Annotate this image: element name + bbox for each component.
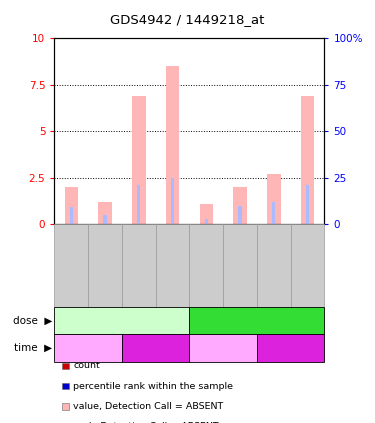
Text: GSM1045579: GSM1045579 — [303, 242, 312, 288]
Text: GSM1045576: GSM1045576 — [202, 242, 211, 288]
Bar — [301, 96, 314, 224]
Bar — [238, 206, 242, 224]
Bar — [132, 96, 146, 224]
Text: percentile rank within the sample: percentile rank within the sample — [73, 382, 233, 391]
Bar — [200, 204, 213, 224]
Text: time  ▶: time ▶ — [14, 343, 52, 353]
Text: dose  ▶: dose ▶ — [13, 316, 53, 325]
Bar — [103, 215, 106, 224]
Text: count: count — [73, 361, 100, 371]
Text: value, Detection Call = ABSENT: value, Detection Call = ABSENT — [73, 402, 224, 411]
Text: 10 hr (T0): 10 hr (T0) — [130, 343, 181, 353]
Text: GSM1045574: GSM1045574 — [134, 242, 143, 288]
Bar — [205, 219, 208, 224]
Text: GSM1045578: GSM1045578 — [269, 242, 278, 288]
Text: GSM1045563: GSM1045563 — [100, 242, 109, 288]
Bar — [70, 207, 73, 224]
Text: GSM1045575: GSM1045575 — [168, 242, 177, 288]
Bar — [233, 187, 247, 224]
Bar — [137, 185, 140, 224]
Text: 2 days: 2 days — [71, 343, 105, 353]
Text: GDS4942 / 1449218_at: GDS4942 / 1449218_at — [110, 13, 265, 26]
Bar — [267, 174, 280, 224]
Text: GSM1045577: GSM1045577 — [236, 242, 244, 288]
Bar — [98, 202, 112, 224]
Text: rank, Detection Call = ABSENT: rank, Detection Call = ABSENT — [73, 422, 219, 423]
Bar — [272, 202, 275, 224]
Text: GSM1045562: GSM1045562 — [67, 242, 76, 288]
Text: 3 mM (G3): 3 mM (G3) — [94, 316, 149, 325]
Bar — [166, 66, 179, 224]
Text: 4 hrs (T4): 4 hrs (T4) — [266, 343, 316, 353]
Bar — [171, 178, 174, 224]
Bar — [306, 185, 309, 224]
Text: 1 hr (T1): 1 hr (T1) — [201, 343, 246, 353]
Bar — [64, 187, 78, 224]
Text: 11 mM (G11): 11 mM (G11) — [223, 316, 291, 325]
